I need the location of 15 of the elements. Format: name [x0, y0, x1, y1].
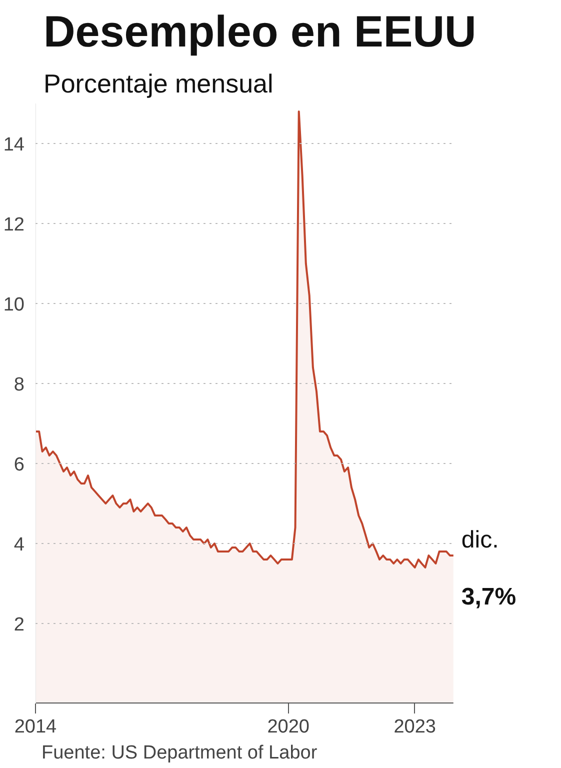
- y-tick-label: 4: [14, 534, 25, 556]
- y-tick-label: 14: [3, 134, 25, 156]
- y-tick-label: 2: [14, 614, 25, 636]
- y-tick-label: 8: [14, 374, 25, 396]
- x-tick-label: 2014: [14, 716, 58, 738]
- annotation: 3,7%: [461, 584, 516, 610]
- annotation: dic.: [461, 526, 499, 554]
- source-note: Fuente: US Department of Labor: [42, 742, 318, 764]
- y-tick-label: 6: [14, 454, 25, 476]
- y-tick-label: 12: [3, 214, 25, 236]
- x-tick-label: 2020: [267, 716, 310, 738]
- y-tick-label: 10: [3, 294, 25, 316]
- chart-title: Desempleo en EEUU: [44, 8, 476, 56]
- chart-subtitle: Porcentaje mensual: [44, 68, 274, 98]
- x-tick-label: 2023: [394, 716, 436, 738]
